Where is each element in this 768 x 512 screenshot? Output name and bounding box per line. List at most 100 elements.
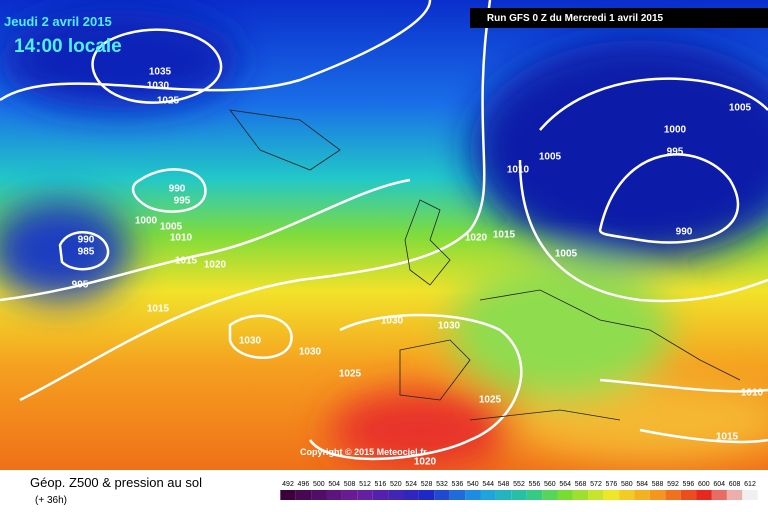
legend-label: 600 [698,481,710,488]
legend-label: 596 [683,481,695,488]
legend-swatch [295,490,312,500]
legend-swatch [572,490,589,500]
isobar-label: 990 [676,227,693,238]
legend-swatch [742,490,758,500]
isobar-lines [0,0,768,459]
isobar-label: 1035 [149,67,172,78]
isobar-label: 995 [667,147,684,158]
isobar-label: 1000 [664,125,687,136]
isobar-label: 1005 [729,103,752,114]
legend-swatch [418,490,435,500]
legend-swatch [603,490,620,500]
legend-swatch [557,490,573,500]
valid-date: Jeudi 2 avril 2015 [4,14,112,29]
legend-label: 572 [590,481,602,488]
isobar-label: 1015 [147,304,170,315]
legend-label: 516 [375,481,387,488]
legend-swatch [619,490,635,500]
legend-swatch [480,490,496,500]
legend-swatch [280,490,296,500]
legend-swatch [388,490,404,500]
isobar-label: 1020 [204,260,227,271]
legend-label: 528 [421,481,433,488]
legend-swatch [511,490,527,500]
legend-swatch [372,490,389,500]
legend-swatch [726,490,743,500]
legend-label: 564 [559,481,571,488]
legend-label: 568 [575,481,587,488]
legend-label: 560 [544,481,556,488]
legend-swatch [341,490,358,500]
legend-label: 524 [405,481,417,488]
legend-label: 508 [344,481,356,488]
isobar-label: 1020 [465,233,488,244]
isobar-label: 995 [174,196,191,207]
legend-label: 504 [328,481,340,488]
isobar-label: 1030 [239,336,262,347]
legend-label: 512 [359,481,371,488]
legend-swatch [588,490,604,500]
legend-label: 584 [636,481,648,488]
isobar-label: 1015 [493,230,516,241]
legend-label: 544 [482,481,494,488]
isobar-label: 990 [78,235,95,246]
isobar-label: 1030 [299,347,322,358]
isobar-label: 1000 [135,216,158,227]
isobar-label: 1030 [381,316,404,327]
isobar-label: 1015 [716,432,739,443]
run-banner [470,8,768,28]
run-info: Run GFS 0 Z du Mercredi 1 avril 2015 [487,13,664,24]
isobar-label: 1025 [479,395,502,406]
legend-label: 500 [313,481,325,488]
valid-time: 14:00 locale [14,36,122,57]
legend-label: 588 [652,481,664,488]
isobar-label: 1005 [555,249,578,260]
isobar-labels: 1035103010251005100099510051010990995100… [72,67,764,468]
forecast-lead: (+ 36h) [35,495,67,506]
isobar-label: 1020 [414,457,437,468]
legend-label: 548 [498,481,510,488]
isobar-label: 985 [78,247,95,258]
legend-swatch [665,490,681,500]
legend-swatch [711,490,727,500]
legend-swatch [311,490,327,500]
isobar-label: 995 [72,280,89,291]
legend-swatch [326,490,342,500]
legend-label: 576 [606,481,618,488]
legend-swatch [649,490,666,500]
isobar-label: 1010 [170,233,193,244]
isobar-label: 1030 [438,321,461,332]
legend-label: 536 [452,481,464,488]
legend-swatch [542,490,558,500]
legend-label: 540 [467,481,479,488]
isobar-label: 1025 [339,369,362,380]
legend-label: 580 [621,481,633,488]
legend-swatch [357,490,373,500]
legend-swatch [634,490,650,500]
legend-label: 592 [667,481,679,488]
isobar-label: 1010 [507,165,530,176]
legend-swatch [495,490,512,500]
legend-swatch [526,490,543,500]
legend-label: 612 [744,481,756,488]
legend-label: 520 [390,481,402,488]
isobar-label: 990 [169,184,186,195]
legend-swatch [465,490,481,500]
isobar-label: 1010 [741,388,764,399]
isobar-label: 1015 [175,256,198,267]
legend-label: 552 [513,481,525,488]
isobar-label: 1030 [147,81,170,92]
legend-label: 608 [729,481,741,488]
coastlines [229,109,741,421]
legend-label: 532 [436,481,448,488]
legend-swatch [680,490,697,500]
legend-label: 496 [298,481,310,488]
legend-label: 604 [713,481,725,488]
copyright: Copyright © 2015 Meteociel.fr [300,447,427,457]
legend-label: 556 [529,481,541,488]
isobar-label: 1005 [539,152,562,163]
isobar-label: 1005 [160,222,183,233]
footer-title: Géop. Z500 & pression au sol [30,475,202,490]
isobar-label: 1025 [157,96,180,107]
